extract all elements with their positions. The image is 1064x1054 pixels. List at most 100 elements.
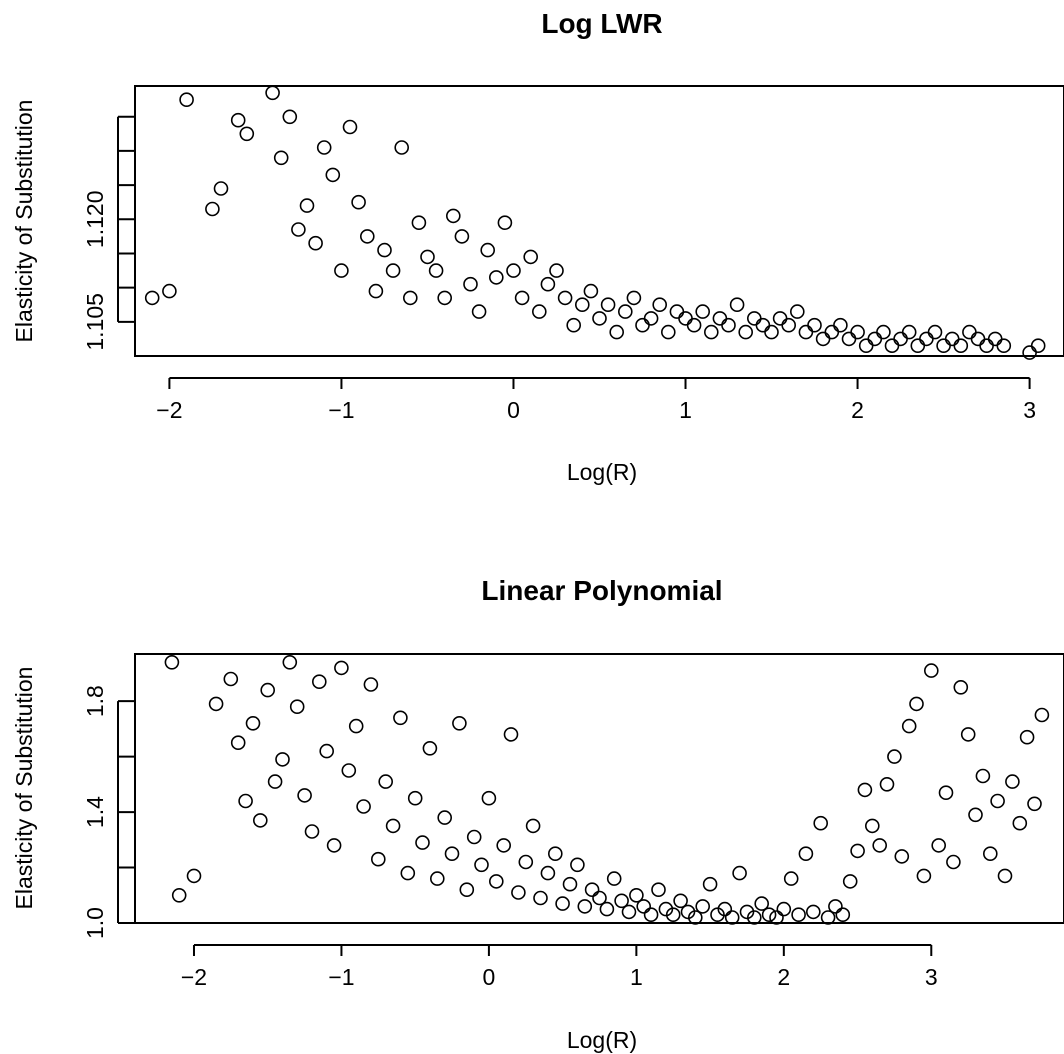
data-point [680,904,696,920]
data-point [275,752,290,767]
data-point [583,283,599,299]
x-tick-label: 3 [1023,397,1036,423]
data-point [378,774,394,789]
data-point [652,297,668,313]
data-point [316,140,332,155]
data-point [712,311,728,326]
data-point [297,788,312,803]
data-point [407,790,423,806]
data-point [996,338,1012,354]
data-point [944,331,960,347]
data-point [377,242,392,258]
data-point [577,899,593,914]
data-point [1005,774,1020,789]
data-point [299,198,315,213]
x-axis: −2 −1 0 1 2 3 [156,377,1036,423]
data-point [304,824,320,839]
chart-title: Linear Polynomial [481,575,722,606]
data-point [975,768,991,784]
data-point [370,851,386,867]
data-point [592,311,607,326]
data-point [252,813,268,828]
data-point [549,263,564,278]
data-point [791,907,806,923]
data-point [901,718,917,734]
data-point [429,871,445,886]
data-point [260,682,276,698]
data-point [909,696,924,712]
data-point [474,857,489,873]
data-point [238,793,253,809]
data-point [643,907,659,923]
data-point [643,311,659,326]
data-point [879,776,895,792]
data-point [179,92,194,107]
data-point [841,331,857,347]
data-point [547,846,563,862]
data-point [311,674,327,690]
y-axis: 1.0 1.4 1.8 [82,685,135,939]
data-point [341,763,357,778]
data-point [444,846,460,862]
data-point [665,907,681,923]
data-point [454,229,470,244]
data-point [910,338,926,354]
x-tick-label: 1 [630,964,643,990]
data-point [783,871,799,886]
data-point [755,317,771,333]
data-point [1012,815,1028,831]
data-point [393,710,408,726]
data-point [962,324,977,340]
data-point [805,904,821,920]
data-point [606,871,622,886]
data-point [953,679,969,695]
data-point [781,317,797,333]
data-point [702,876,718,892]
data-point [979,338,994,354]
data-point [422,740,438,756]
data-point [850,324,865,340]
x-tick-label: −1 [328,397,354,423]
x-tick-label: −1 [328,964,354,990]
data-point [764,324,779,340]
data-point [901,324,917,340]
data-point [815,331,831,347]
data-point [936,338,951,354]
chart-linear-polynomial: Linear Polynomial −2 −1 0 1 2 3 1.0 1.4 1.8 Log… [11,575,1064,1053]
data-point [867,331,883,347]
data-point [772,311,788,326]
data-point [695,899,711,914]
data-point [695,304,711,319]
data-point [673,893,688,909]
data-point [813,815,829,831]
data-point [437,290,453,306]
data-point [503,727,519,742]
y-tick-label: 1.0 [82,907,108,939]
data-point [566,317,582,333]
x-tick-label: 1 [679,397,692,423]
data-point [186,868,202,884]
data-point [164,654,180,670]
data-point [471,304,487,319]
data-point [497,215,513,230]
y-axis: 1.105 1.120 [82,115,135,351]
data-point [463,276,478,292]
data-point [557,290,573,306]
data-point [459,882,475,898]
data-point [496,838,512,853]
data-point [351,194,366,210]
data-point [923,663,939,678]
data-point [171,887,187,903]
data-point [445,208,461,224]
data-point [205,201,220,217]
x-tick-label: 0 [507,397,520,423]
data-point [356,799,371,814]
y-axis-label: Elasticity of Substitution [11,100,37,343]
data-points [164,654,1050,925]
data-point [761,907,777,923]
y-tick-label: 1.105 [82,293,108,351]
data-point [629,887,644,903]
x-tick-label: 3 [925,964,938,990]
data-point [968,807,983,823]
y-tick-label: 1.120 [82,191,108,249]
